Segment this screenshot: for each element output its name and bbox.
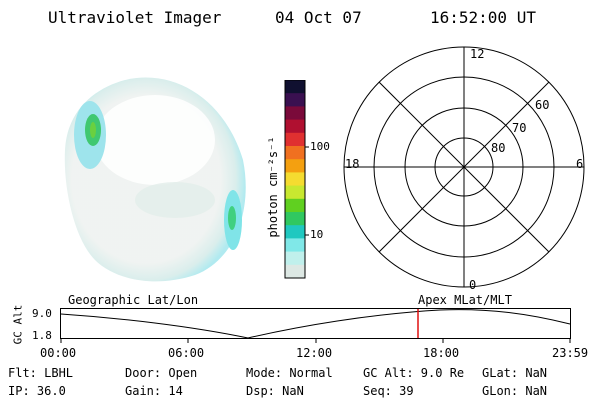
mlt-label-18: 18 <box>345 157 360 171</box>
x-tick-1200: 12:00 <box>296 346 333 360</box>
x-tick-2359: 23:59 <box>552 346 589 360</box>
colorbar-band <box>285 132 305 147</box>
x-tick-0600: 06:00 <box>168 346 205 360</box>
y-tick-9: 9.0 <box>32 307 52 320</box>
timeline-yaxis-label: GC Alt <box>11 304 25 345</box>
info-gcalt: GC Alt: 9.0 Re <box>363 366 465 380</box>
colorbar-band <box>285 264 305 279</box>
lat-label-60: 60 <box>535 98 550 112</box>
colorbar-band <box>285 185 305 200</box>
colorbar-band <box>285 198 305 213</box>
info-dsp: Dsp: NaN <box>246 384 304 398</box>
colorbar-band <box>285 238 305 253</box>
date-label: 04 Oct 07 <box>275 8 362 27</box>
mlt-label-12: 12 <box>470 47 485 61</box>
timeline-plot <box>60 308 571 343</box>
polar-plot <box>343 46 585 288</box>
info-mode: Mode: Normal <box>246 366 333 380</box>
y-tick-1-8: 1.8 <box>32 329 52 342</box>
info-ip: IP: 36.0 <box>8 384 66 398</box>
colorbar-band <box>285 159 305 173</box>
colorbar-tick-10: 10 <box>310 228 324 241</box>
uv-earth-image <box>64 77 246 282</box>
colorbar-band <box>285 212 305 226</box>
lat-label-70: 70 <box>512 121 527 135</box>
x-tick-1800: 18:00 <box>423 346 460 360</box>
info-glat: GLat: NaN <box>482 366 548 380</box>
colorbar-band <box>285 146 305 160</box>
info-seq: Seq: 39 <box>363 384 414 398</box>
colorbar-band <box>285 93 305 107</box>
info-glon: GLon: NaN <box>482 384 548 398</box>
time-label: 16:52:00 UT <box>430 8 536 27</box>
colorbar-label: photon cm⁻²s⁻¹ <box>266 136 280 238</box>
colorbar-tick-100: 100 <box>310 140 330 153</box>
x-tick-0000: 00:00 <box>40 346 77 360</box>
info-gain: Gain: 14 <box>125 384 183 398</box>
colorbar-band <box>285 106 305 121</box>
colorbar-band <box>285 225 305 239</box>
colorbar-band <box>285 251 305 266</box>
colorbar-band <box>285 119 305 134</box>
timeline-right-label: Apex MLat/MLT <box>418 293 512 307</box>
info-flt: Flt: LBHL <box>8 366 74 380</box>
colorbar-band <box>285 80 305 94</box>
mlt-label-0: 0 <box>469 278 477 292</box>
timeline-left-label: Geographic Lat/Lon <box>68 293 199 307</box>
app-title: Ultraviolet Imager <box>48 8 222 27</box>
colorbar-band <box>285 172 305 187</box>
info-door: Door: Open <box>125 366 198 380</box>
mlt-label-6: 6 <box>576 157 584 171</box>
colorbar <box>284 80 309 279</box>
lat-label-80: 80 <box>491 141 506 155</box>
